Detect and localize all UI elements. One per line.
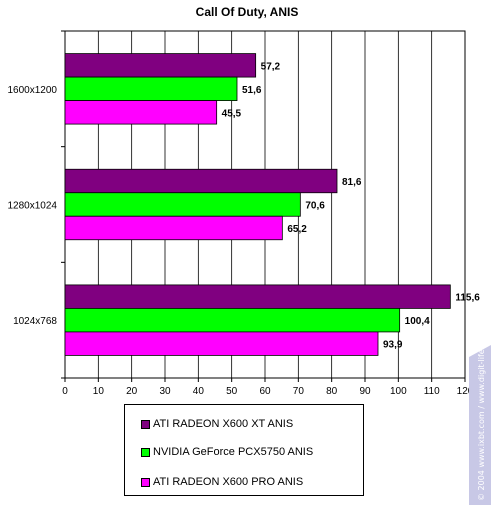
bar	[64, 100, 218, 125]
bar-value-label: 70,6	[305, 201, 325, 212]
bar	[64, 284, 451, 309]
bar-value-label: 57,2	[261, 61, 281, 72]
bar	[64, 215, 283, 241]
bar	[64, 308, 401, 333]
legend-item-x600pro: ATI RADEON X600 PRO ANIS	[141, 475, 304, 489]
x-tick-label: 110	[424, 386, 440, 397]
legend-swatch-x600xt	[141, 420, 150, 429]
legend-label-x600xt: ATI RADEON X600 XT ANIS	[153, 418, 294, 430]
bar	[64, 192, 301, 217]
x-tick-label: 10	[93, 386, 105, 397]
bar-value-label: 100,4	[405, 316, 430, 327]
bar-value-label: 93,9	[383, 340, 403, 351]
x-tick-label: 70	[293, 386, 305, 397]
x-tick-label: 90	[359, 386, 371, 397]
legend-swatch-pcx5750	[141, 448, 150, 457]
bar-value-label: 65,2	[287, 224, 307, 235]
legend: ATI RADEON X600 XT ANIS NVIDIA GeForce P…	[124, 404, 364, 496]
y-category-label: 1280x1024	[8, 201, 58, 212]
x-tick-label: 100	[390, 386, 407, 397]
bar	[64, 53, 257, 78]
bar-value-label: 45,5	[222, 108, 242, 119]
chart-title: Call Of Duty, ANIS	[196, 5, 299, 19]
legend-swatch-x600pro	[141, 478, 150, 487]
watermark-text: © 2004 www.ixbt.com / www.digit-life.com	[477, 345, 486, 501]
y-category-label: 1024x768	[13, 316, 57, 327]
x-tick-label: 40	[193, 386, 205, 397]
bar-value-label: 115,6	[455, 293, 480, 304]
bar-value-label: 81,6	[342, 177, 362, 188]
x-tick-label: 50	[226, 386, 238, 397]
y-category-label: 1600x1200	[8, 85, 58, 96]
legend-label-pcx5750: NVIDIA GeForce PCX5750 ANIS	[153, 446, 314, 458]
x-tick-label: 0	[62, 386, 68, 397]
bar	[64, 168, 338, 194]
bar-value-label: 51,6	[242, 85, 262, 96]
plot-area: 0 10 20 30 40 50 60 70 80 90 100 110 120 1600x1200 57,…	[8, 30, 480, 397]
watermark-band	[469, 345, 491, 505]
bar	[64, 76, 238, 101]
watermark: © 2004 www.ixbt.com / www.digit-life.com	[469, 345, 491, 505]
legend-item-x600xt: ATI RADEON X600 XT ANIS	[141, 417, 294, 431]
x-tick-label: 60	[259, 386, 271, 397]
x-tick-label: 120	[457, 386, 474, 397]
legend-label-x600pro: ATI RADEON X600 PRO ANIS	[153, 476, 304, 488]
x-tick-label: 30	[159, 386, 171, 397]
x-tick-label: 20	[126, 386, 138, 397]
x-tick-label: 80	[326, 386, 338, 397]
legend-item-pcx5750: NVIDIA GeForce PCX5750 ANIS	[141, 445, 314, 459]
bar	[64, 331, 379, 356]
